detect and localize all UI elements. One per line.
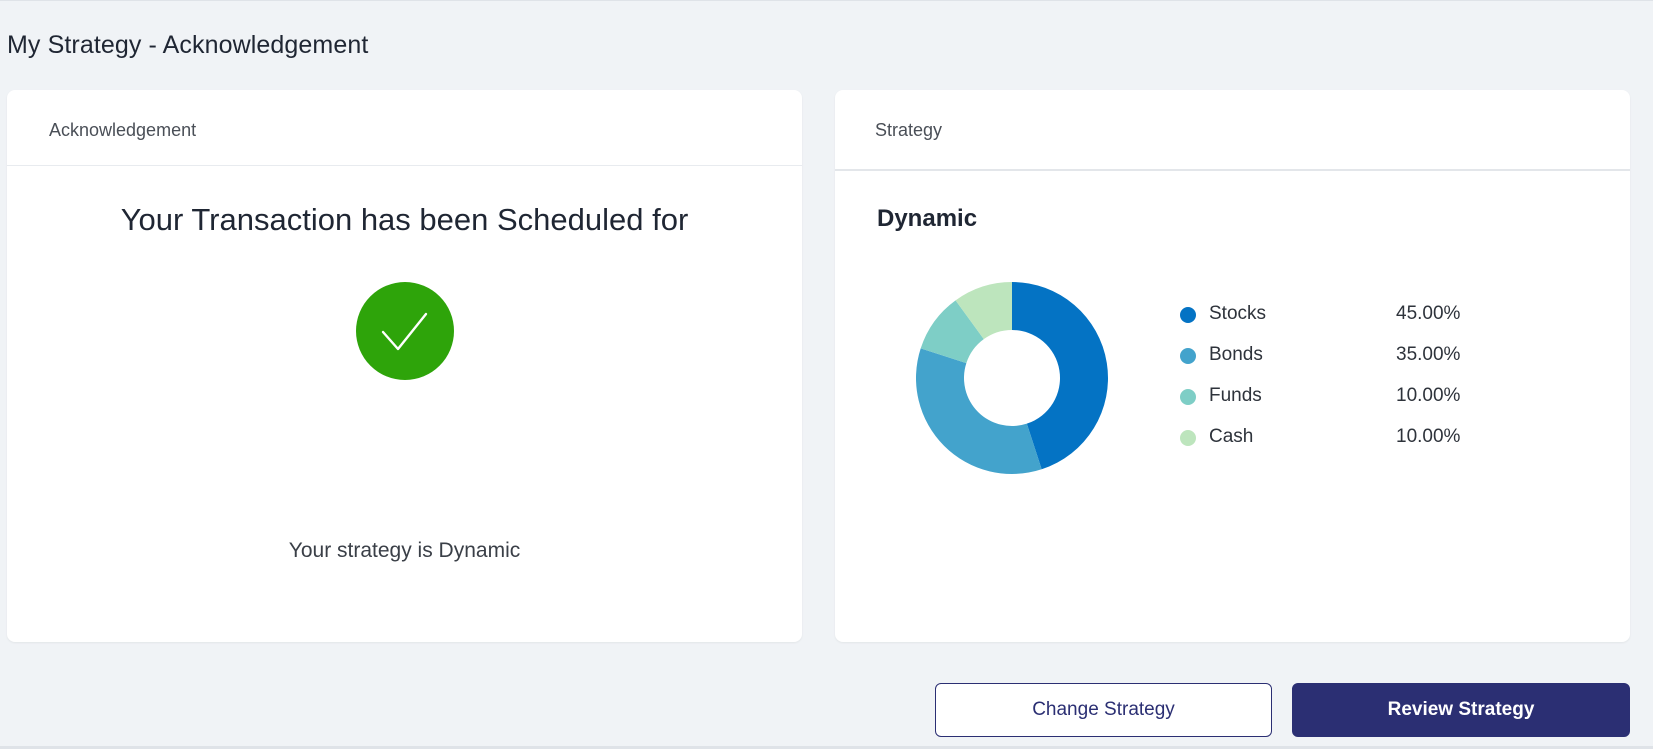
legend-label: Funds — [1209, 385, 1262, 406]
scheduled-heading: Your Transaction has been Scheduled for — [120, 202, 689, 237]
legend-label: Stocks — [1209, 303, 1267, 324]
strategy-card-title: Strategy — [875, 120, 943, 140]
top-divider — [0, 0, 1653, 1]
legend-value: 10.00% — [1396, 426, 1461, 447]
legend-value: 35.00% — [1396, 344, 1461, 365]
legend-item: Funds 10.00% — [1180, 382, 1480, 423]
legend-swatch-funds — [1180, 389, 1196, 405]
allocation-legend: Stocks 45.00% Bonds 35.00% Funds 10.00% … — [1180, 300, 1480, 464]
legend-swatch-stocks — [1180, 307, 1196, 323]
review-strategy-button[interactable]: Review Strategy — [1292, 683, 1630, 737]
change-strategy-button[interactable]: Change Strategy — [935, 683, 1272, 737]
strategy-confirmation-text: Your strategy is Dynamic — [288, 539, 521, 562]
check-icon — [356, 282, 454, 380]
legend-value: 10.00% — [1396, 385, 1461, 406]
strategy-card: Strategy Dynamic Stocks 45.00% Bonds 35.… — [835, 90, 1630, 642]
page-title: My Strategy - Acknowledgement — [7, 31, 369, 59]
donut-slice-bonds — [916, 348, 1042, 474]
legend-item: Bonds 35.00% — [1180, 341, 1480, 382]
donut-slice-funds — [920, 300, 984, 364]
legend-swatch-bonds — [1180, 348, 1196, 364]
donut-slice-stocks — [1012, 282, 1108, 470]
legend-item: Cash 10.00% — [1180, 423, 1480, 464]
acknowledgement-card-header: Acknowledgement — [7, 90, 802, 166]
donut-slice-cash — [955, 282, 1012, 340]
legend-swatch-cash — [1180, 430, 1196, 446]
legend-value: 45.00% — [1396, 303, 1461, 324]
strategy-card-header: Strategy — [835, 90, 1630, 171]
acknowledgement-card: Acknowledgement Your Transaction has bee… — [7, 90, 802, 642]
strategy-name: Dynamic — [877, 205, 978, 232]
bottom-divider — [0, 746, 1653, 749]
legend-item: Stocks 45.00% — [1180, 300, 1480, 341]
legend-label: Cash — [1209, 426, 1254, 447]
acknowledgement-card-title: Acknowledgement — [49, 120, 197, 140]
allocation-donut-chart — [916, 282, 1108, 474]
legend-label: Bonds — [1209, 344, 1263, 365]
